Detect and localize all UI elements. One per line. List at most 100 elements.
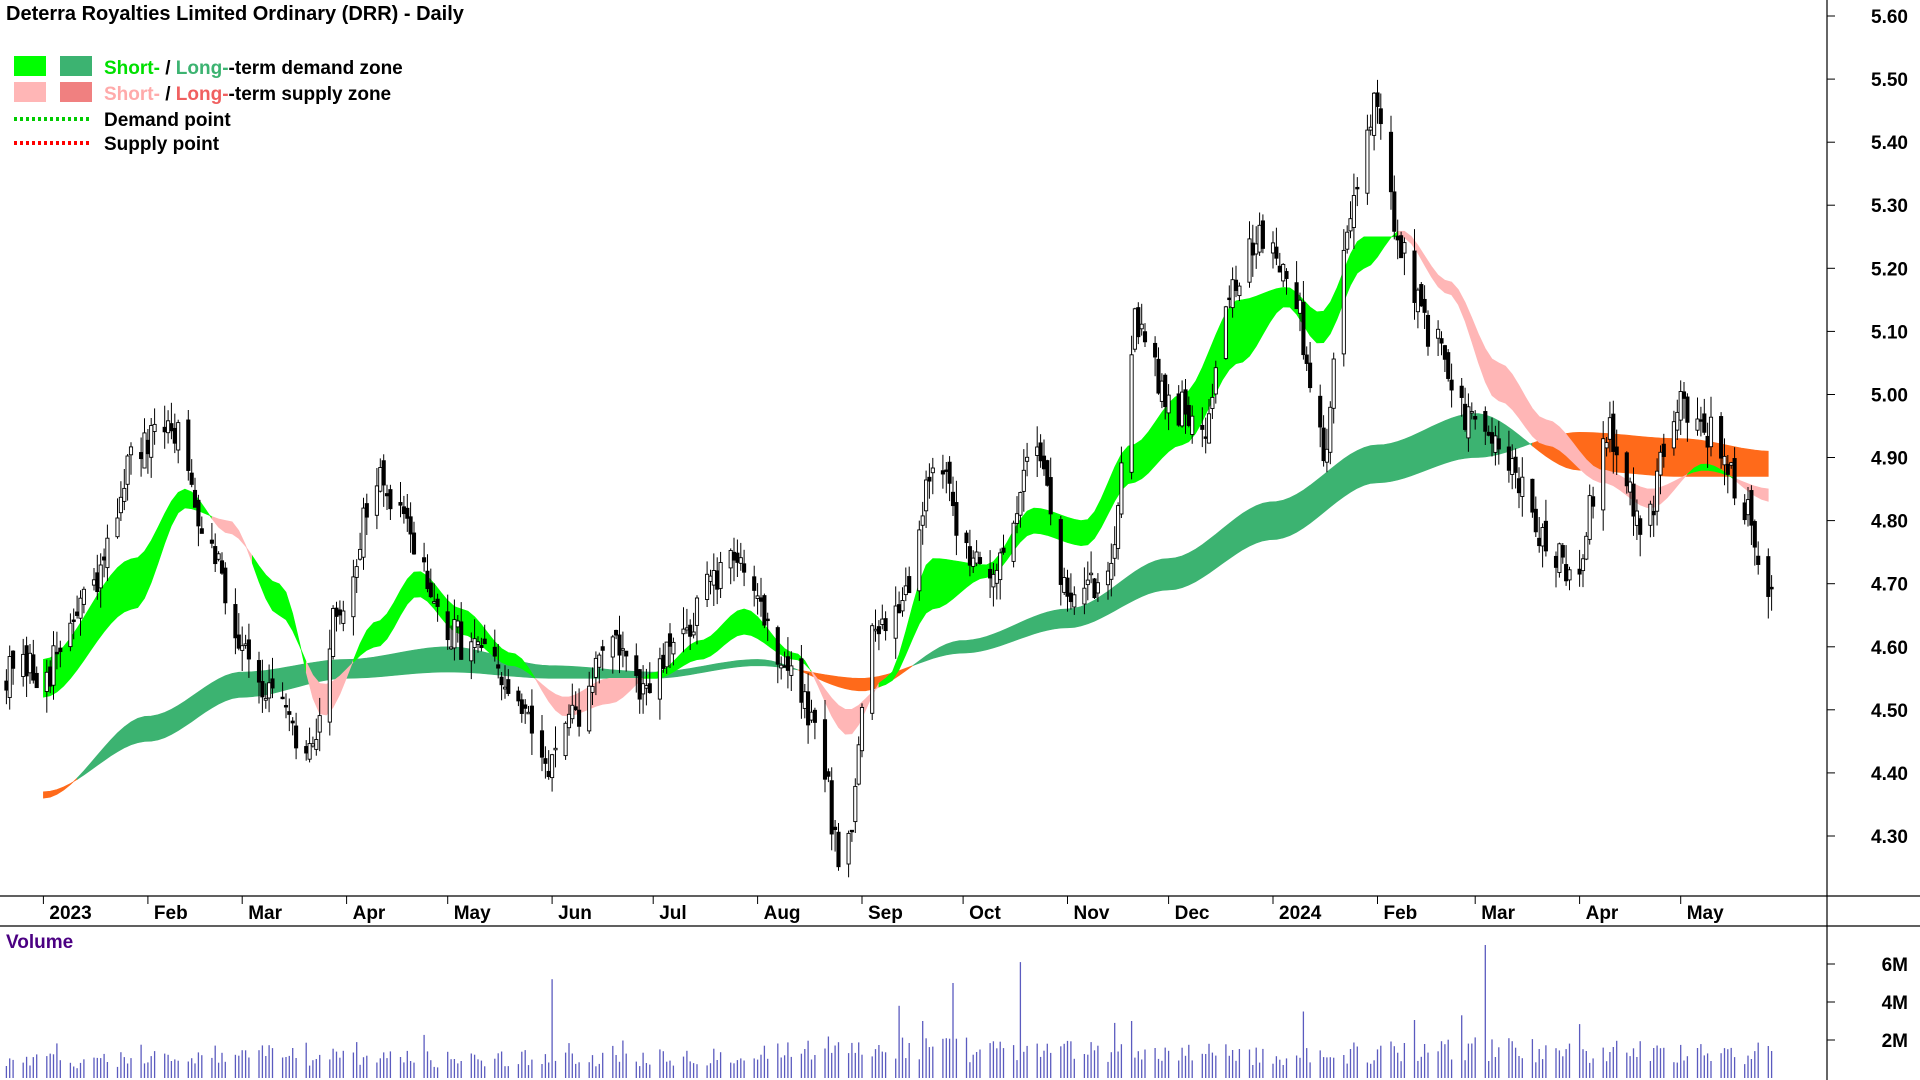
- candle-body: [553, 747, 558, 751]
- date-tick-label: 2024: [1279, 903, 1322, 924]
- candle-body: [1510, 458, 1515, 475]
- candle-body: [1732, 458, 1737, 499]
- candle-body: [641, 683, 646, 695]
- candle-body: [1459, 385, 1464, 398]
- candle-body: [125, 455, 130, 485]
- candle-body: [1567, 569, 1572, 581]
- candle-body: [105, 537, 110, 569]
- candle-body: [341, 610, 346, 624]
- candle-body: [398, 502, 403, 506]
- candle-body: [290, 720, 295, 724]
- candle-body: [1378, 108, 1383, 125]
- candle-body: [1230, 279, 1235, 309]
- candle-body: [162, 426, 167, 433]
- candle-body: [546, 770, 551, 778]
- candle-body: [1611, 413, 1616, 452]
- candle-body: [708, 575, 713, 582]
- legend-short-text: Short-: [104, 58, 160, 79]
- candle-body: [1543, 520, 1548, 552]
- date-tick-label: Mar: [248, 903, 282, 924]
- candle-body: [1449, 379, 1454, 391]
- candle-body: [115, 517, 120, 538]
- legend: Short- / Long--term demand zone Short- /…: [14, 56, 403, 155]
- candle-body: [516, 690, 521, 702]
- candle-body: [779, 664, 784, 669]
- candle-body: [270, 678, 275, 689]
- candle-body: [1065, 577, 1070, 597]
- legend-slash-text: /: [160, 58, 176, 79]
- candle-body: [1577, 568, 1582, 575]
- candle-body: [196, 499, 201, 527]
- candlesticks: [4, 79, 1774, 878]
- candle-body: [802, 691, 807, 709]
- price-tick-label: 4.80: [1871, 512, 1908, 533]
- candle-body: [752, 576, 757, 591]
- candle-body: [617, 634, 622, 656]
- candle-body: [172, 427, 177, 444]
- candle-body: [1553, 555, 1559, 568]
- candle-body: [681, 628, 686, 635]
- candle-body: [422, 557, 427, 563]
- candle-body: [806, 691, 811, 726]
- candle-body: [1045, 460, 1050, 486]
- candle-body: [95, 572, 100, 593]
- candle-body: [755, 595, 760, 599]
- candle-body: [1402, 242, 1407, 254]
- candle-body: [502, 686, 508, 690]
- candle-body: [1655, 470, 1660, 512]
- candle-body: [644, 685, 649, 689]
- candle-body: [566, 713, 572, 729]
- candle-body: [1442, 345, 1447, 360]
- candle-body: [1062, 577, 1067, 593]
- candle-body: [1681, 391, 1687, 399]
- candle-body: [519, 699, 524, 714]
- candle-body: [361, 507, 366, 558]
- legend-swatch-short-supply: [14, 82, 46, 102]
- candle-body: [263, 697, 268, 701]
- candle-body: [1274, 246, 1279, 259]
- candle-body: [876, 626, 881, 635]
- candle-body: [1678, 391, 1683, 421]
- candle-body: [812, 709, 817, 723]
- date-tick-label: Feb: [154, 903, 188, 924]
- candle-body: [142, 432, 147, 469]
- candle-body: [408, 516, 413, 535]
- candle-body: [1250, 242, 1255, 256]
- candle-body: [1766, 556, 1771, 597]
- candle-body: [58, 647, 63, 653]
- candle-body: [664, 641, 669, 668]
- candle-body: [243, 643, 248, 646]
- candle-body: [1082, 587, 1087, 605]
- candle-body: [1021, 469, 1026, 492]
- candle-body: [428, 582, 433, 598]
- candle-body: [374, 485, 379, 516]
- candle-body: [98, 564, 103, 589]
- candle-body: [1156, 358, 1161, 394]
- candle-body: [1109, 562, 1114, 580]
- candle-body: [1661, 443, 1666, 457]
- candle-body: [688, 624, 693, 637]
- volume-title: Volume: [6, 932, 73, 953]
- candle-body: [34, 672, 39, 689]
- candle-body: [102, 556, 107, 561]
- candle-body: [1591, 496, 1596, 507]
- candle-body: [954, 502, 959, 536]
- candle-body: [694, 597, 700, 626]
- candle-body: [1516, 478, 1522, 494]
- candle-body: [1345, 231, 1350, 250]
- candle-body: [294, 725, 299, 749]
- candle-body: [219, 560, 225, 574]
- candle-body: [1153, 342, 1158, 358]
- candle-body: [1493, 435, 1498, 453]
- date-tick-label: Oct: [969, 903, 1001, 924]
- candle-body: [1671, 421, 1676, 449]
- candle-body: [128, 446, 134, 456]
- candle-body: [122, 487, 127, 502]
- candle-body: [1564, 564, 1569, 582]
- candle-body: [1533, 508, 1538, 533]
- price-tick-label: 5.10: [1871, 322, 1908, 343]
- candle-body: [1756, 555, 1761, 565]
- legend-supply-point-label: Supply point: [104, 134, 220, 155]
- candle-body: [1038, 442, 1043, 462]
- price-tick-label: 4.60: [1871, 638, 1908, 659]
